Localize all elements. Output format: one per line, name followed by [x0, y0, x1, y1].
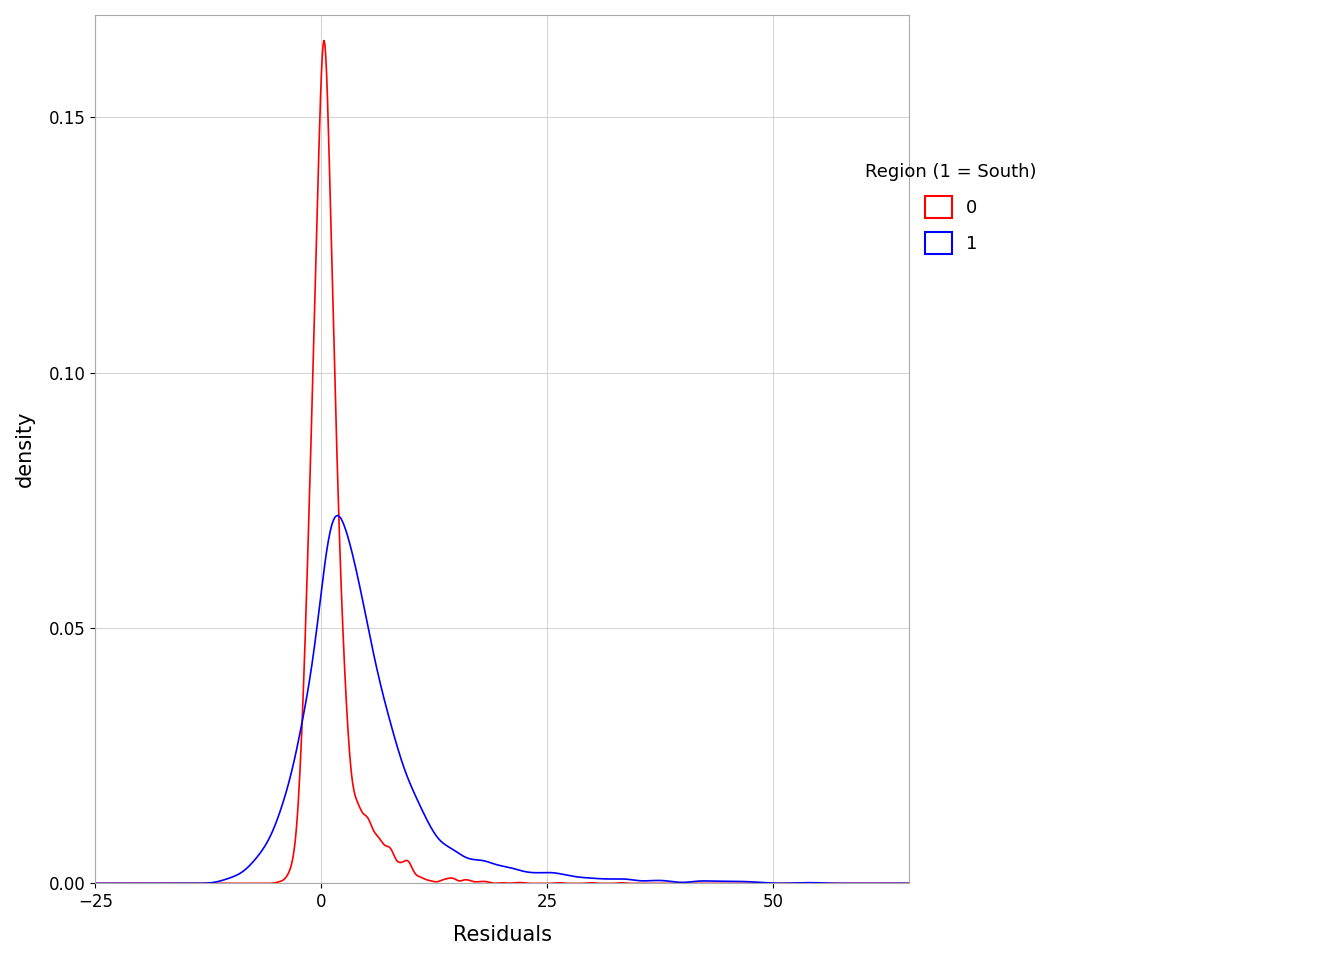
- Y-axis label: density: density: [15, 411, 35, 488]
- Legend: 0, 1: 0, 1: [856, 155, 1046, 263]
- X-axis label: Residuals: Residuals: [453, 925, 551, 945]
